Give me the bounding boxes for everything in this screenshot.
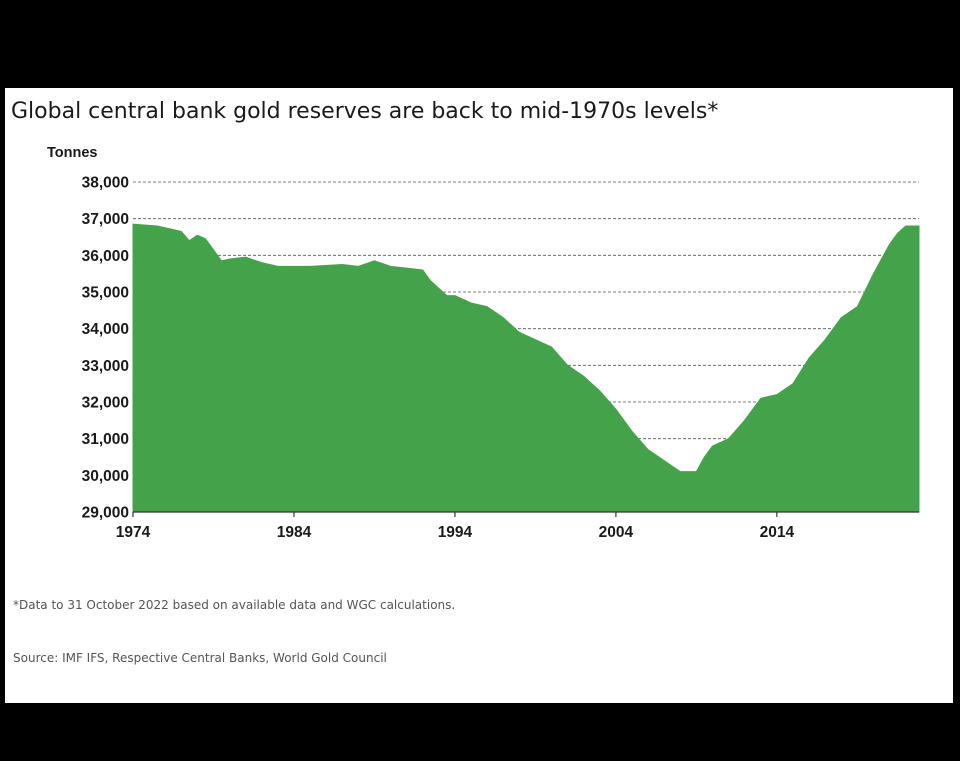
- y-tick-label: 33,000: [82, 358, 129, 375]
- area-series: [132, 223, 920, 513]
- chart-canvas: 29,000 30,000 31,000 32,000 33,000 34,000 35,0…: [82, 175, 920, 541]
- footnote: *Data to 31 October 2022 based on availa…: [13, 598, 456, 612]
- chart-panel: Global central bank gold reserves are ba…: [5, 88, 953, 703]
- y-tick-label: 37,000: [82, 211, 129, 228]
- source-note: Source: IMF IFS, Respective Central Bank…: [13, 651, 387, 665]
- chart-title: Global central bank gold reserves are ba…: [11, 99, 719, 124]
- y-tick-label: 34,000: [82, 321, 129, 338]
- x-tick-label: 1994: [438, 524, 473, 541]
- y-tick-labels: 29,000 30,000 31,000 32,000 33,000 34,000 35,0…: [82, 175, 129, 522]
- y-axis-label: Tonnes: [47, 145, 98, 161]
- y-tick-label: 31,000: [82, 431, 129, 448]
- y-tick-label: 29,000: [82, 505, 129, 522]
- x-tick-label: 2014: [760, 524, 795, 541]
- axes: [132, 511, 919, 517]
- y-tick-label: 30,000: [82, 468, 129, 485]
- y-tick-label: 36,000: [82, 248, 129, 265]
- y-tick-label: 38,000: [82, 175, 129, 192]
- reserves-area: [132, 223, 920, 513]
- x-tick-label: 1974: [116, 524, 151, 541]
- x-tick-label: 2004: [599, 524, 634, 541]
- x-tick-labels: 1974 1984 1994 2004 2014: [116, 524, 795, 541]
- y-tick-label: 35,000: [82, 285, 129, 302]
- x-tick-label: 1984: [277, 524, 312, 541]
- y-tick-label: 32,000: [82, 395, 129, 412]
